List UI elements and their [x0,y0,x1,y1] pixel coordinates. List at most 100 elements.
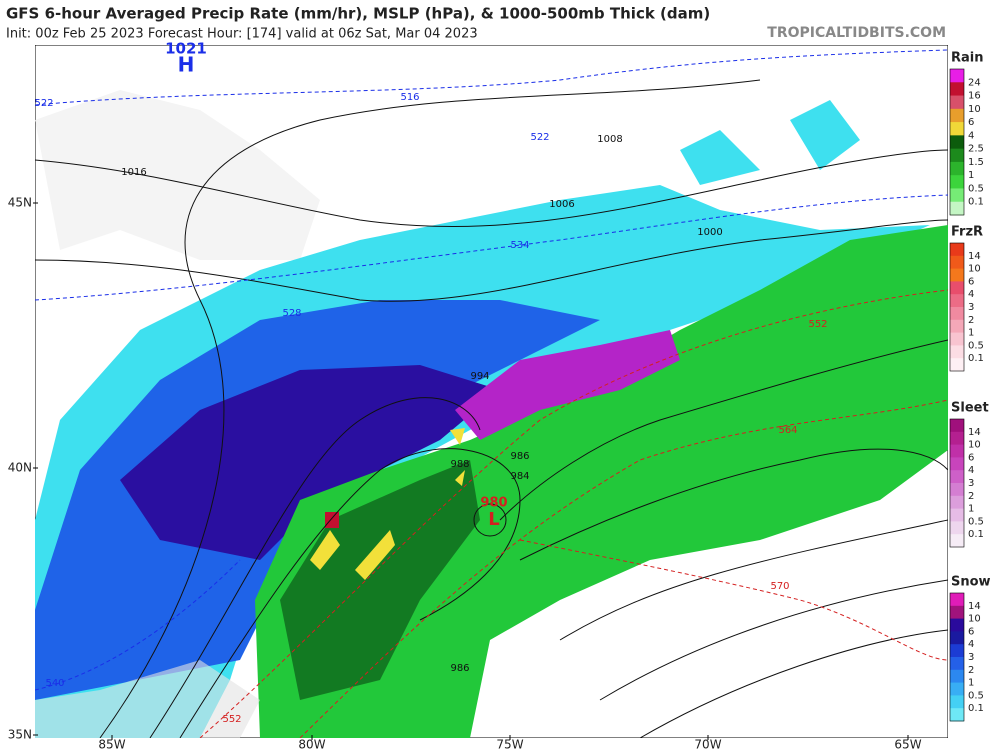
legend-swatch [950,243,964,257]
legend-label: 4 [968,130,974,141]
legend-label: 0.1 [968,353,984,364]
legend-swatch [950,534,964,548]
legend-label: 4 [968,289,974,300]
legend-label: 0.5 [968,183,984,194]
title: GFS 6-hour Averaged Precip Rate (mm/hr),… [6,5,710,23]
legend-swatch [950,82,964,97]
legend-swatch [950,708,964,722]
legend-swatch [950,605,964,620]
legend-swatch [950,695,964,709]
legend-label: 2 [968,665,974,676]
legend-swatch [950,419,964,433]
legend-swatch [950,444,964,458]
legend-label: 0.5 [968,340,984,351]
legend-swatch [950,508,964,522]
pressure-label: 988 [450,459,469,470]
legend-swatch [950,307,964,321]
lon-label: 75W [496,738,523,752]
legend-label: 6 [968,117,974,128]
legend-swatch [950,495,964,510]
thickness-label: 564 [778,425,797,436]
pressure-label: 980 [480,496,507,511]
legend-label: 3 [968,652,974,663]
legend-swatch [950,631,964,645]
legend-label: 14 [968,601,981,612]
legend-label: 0.1 [968,529,984,540]
legend-label: 0.1 [968,197,984,208]
lon-label: 85W [98,738,125,752]
thickness-label: 570 [770,581,789,592]
thickness-label: 552 [808,319,827,330]
pressure-label: 1021 [165,40,207,58]
thickness-label: 552 [222,714,241,725]
legend-label: 10 [968,104,981,115]
legend-label: 1.5 [968,157,984,168]
legend-label: 0.5 [968,516,984,527]
legend-swatch [950,161,964,176]
legend-label: 10 [968,264,981,275]
legend-label: 0.1 [968,703,984,714]
legend-swatch [950,618,964,632]
pressure-label: 1006 [549,199,574,210]
legend-swatch [950,281,964,295]
legend-label: 6 [968,276,974,287]
legend-frame [949,418,965,548]
lat-label: 45N [8,196,32,210]
legend-frame [949,242,965,372]
legend-swatch [950,457,964,471]
legend-label: 1 [968,328,974,339]
legend-frame [949,592,965,722]
legend-title: Rain [951,51,984,66]
legend-swatch [950,319,964,334]
legend-swatch [950,135,964,150]
legend-swatch [950,593,964,607]
legend-swatch [950,294,964,308]
legend-swatch [950,188,964,203]
legend-swatch [950,95,964,110]
pressure-label: 1000 [697,227,722,238]
pressure-label: 994 [470,371,489,382]
legend-label: 4 [968,639,974,650]
legend-title: Sleet [951,401,989,416]
thickness-label: 528 [282,308,301,319]
legend-label: 24 [968,77,981,88]
map-area [35,45,948,738]
legend-swatch [950,201,964,216]
legend-swatch [950,644,964,658]
legend-swatch [950,175,964,189]
legend-swatch [950,657,964,671]
legend-label: 3 [968,478,974,489]
thickness-label: 522 [530,132,549,143]
pressure-label: L [488,509,499,530]
legend-swatch [950,483,964,497]
legend-label: 1 [968,504,974,515]
legend-label: 10 [968,440,981,451]
thickness-label: 534 [510,240,529,251]
legend-label: 4 [968,465,974,476]
lon-label: 80W [298,738,325,752]
site: TROPICALTIDBITS.COM [767,25,946,41]
legend-label: 6 [968,452,974,463]
legend-title: FrzR [951,225,983,240]
pressure-label: 986 [510,451,529,462]
legend-label: 3 [968,302,974,313]
lat-label: 40N [8,461,32,475]
legend-label: 1 [968,170,974,181]
legend-label: 1 [968,678,974,689]
legend-swatch [950,358,964,372]
thickness-label: 516 [400,92,419,103]
legend-title: Snow [951,575,991,590]
legend-swatch [950,268,964,282]
legend-swatch [950,332,964,346]
legend-label: 2 [968,491,974,502]
legend-swatch [950,669,964,684]
pressure-label: 1016 [121,167,146,178]
thickness-label: 540 [45,678,64,689]
legend-label: 0.5 [968,690,984,701]
legend-swatch [950,470,964,484]
legend-label: 14 [968,427,981,438]
legend-swatch [950,69,964,83]
legend-swatch [950,122,964,136]
